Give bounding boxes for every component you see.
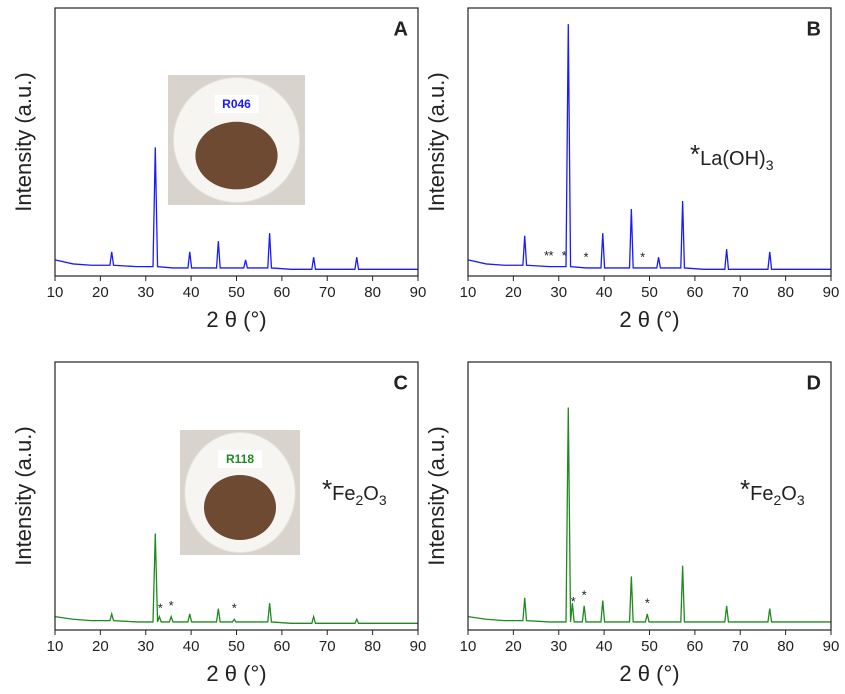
powder — [204, 475, 276, 540]
x-axis-title: 2 θ (°) — [206, 307, 266, 332]
formula-part: O — [363, 483, 379, 505]
formula-part: 3 — [379, 492, 387, 508]
x-tick-label: 70 — [319, 638, 336, 655]
x-tick-label: 30 — [137, 284, 154, 301]
x-tick-label: 20 — [505, 284, 522, 301]
xrd-line — [54, 147, 418, 270]
x-tick-label: 20 — [92, 638, 109, 655]
formula-part: O — [781, 483, 797, 505]
x-tick-label: 60 — [274, 638, 291, 655]
x-tick-label: 10 — [460, 638, 477, 655]
x-tick-label: 90 — [823, 284, 840, 301]
x-tick-label: 30 — [550, 638, 567, 655]
x-tick-label: 40 — [183, 284, 200, 301]
phase-formula: *Fe2O3 — [740, 474, 805, 508]
formula-part: 3 — [797, 492, 805, 508]
x-tick-label: 60 — [274, 284, 291, 301]
peak-star: * — [169, 598, 174, 613]
x-tick-label: 70 — [732, 638, 749, 655]
panel: R046 10 20 30 40 50 60 70 80 90 2 θ (°) Intensity (… — [11, 7, 427, 332]
peak-star: * — [549, 248, 554, 263]
y-axis-title: Intensity (a.u.) — [424, 426, 449, 565]
inset-label-bg — [214, 95, 259, 113]
y-axis-title: Intensity (a.u.) — [11, 72, 36, 211]
x-tick-label: 80 — [364, 638, 381, 655]
x-tick-label: 40 — [183, 638, 200, 655]
x-tick-label: 90 — [410, 284, 427, 301]
phase-formula: *Fe2O3 — [322, 474, 387, 508]
inset-label-bg — [218, 450, 262, 468]
x-tick-label: 50 — [641, 284, 658, 301]
x-axis-title: 2 θ (°) — [619, 307, 679, 332]
inset-label: R118 — [226, 452, 254, 466]
x-tick-label: 10 — [47, 638, 64, 655]
inset-label: R046 — [222, 97, 251, 111]
xrd-line — [54, 533, 418, 624]
x-axis-title: 2 θ (°) — [206, 661, 266, 686]
x-tick-label: 50 — [228, 638, 245, 655]
x-tick-label: 40 — [596, 638, 613, 655]
formula-part: * — [740, 474, 750, 504]
panel: 10 20 30 40 50 60 70 80 90 2 θ (°) Intensity (a.u.… — [424, 361, 840, 686]
y-axis-title: Intensity (a.u.) — [424, 72, 449, 211]
panel-label: A — [394, 18, 408, 40]
peak-star: * — [645, 595, 650, 610]
panel: 10 20 30 40 50 60 70 80 90 2 θ (°) Intensity (a.u.… — [424, 7, 840, 332]
x-tick-label: 80 — [364, 284, 381, 301]
panel-label: B — [807, 18, 821, 40]
x-tick-label: 60 — [687, 638, 704, 655]
inset-photo: R118 — [180, 430, 300, 555]
formula-part: * — [690, 139, 700, 169]
panel-label: C — [394, 372, 408, 394]
xrd-line — [467, 407, 831, 623]
x-tick-label: 90 — [823, 638, 840, 655]
x-tick-label: 20 — [505, 638, 522, 655]
peak-star: * — [544, 248, 549, 263]
x-tick-label: 80 — [777, 638, 794, 655]
powder — [195, 121, 278, 190]
x-tick-label: 30 — [550, 284, 567, 301]
peak-star: * — [571, 594, 576, 609]
formula-part: Fe — [750, 483, 773, 505]
formula-part: La(OH) — [700, 148, 766, 170]
peak-star: * — [583, 249, 588, 264]
peak-star: * — [582, 587, 587, 602]
formula-part: 3 — [766, 157, 774, 173]
x-tick-label: 20 — [92, 284, 109, 301]
x-tick-label: 30 — [137, 638, 154, 655]
x-tick-label: 50 — [641, 638, 658, 655]
formula-part: 2 — [355, 492, 363, 508]
phase-formula: *La(OH)3 — [690, 139, 774, 173]
x-tick-label: 80 — [777, 284, 794, 301]
panel: R118 10 20 30 40 50 60 70 80 90 2 θ (°) Intensity (… — [11, 361, 427, 686]
x-tick-label: 70 — [319, 284, 336, 301]
x-tick-label: 50 — [228, 284, 245, 301]
y-axis-title: Intensity (a.u.) — [11, 426, 36, 565]
peak-star: * — [640, 249, 645, 264]
x-tick-label: 40 — [596, 284, 613, 301]
plot-frame — [467, 7, 832, 277]
inset-photo: R046 — [168, 75, 305, 205]
panel-label: D — [807, 372, 821, 394]
peak-star: * — [158, 601, 163, 616]
x-tick-label: 90 — [410, 638, 427, 655]
x-tick-label: 60 — [687, 284, 704, 301]
formula-part: * — [322, 474, 332, 504]
peak-star: * — [562, 248, 567, 263]
xrd-line — [467, 24, 831, 270]
x-axis-title: 2 θ (°) — [619, 661, 679, 686]
formula-part: 2 — [773, 492, 781, 508]
x-tick-label: 10 — [460, 284, 477, 301]
x-tick-label: 10 — [47, 284, 64, 301]
x-tick-label: 70 — [732, 284, 749, 301]
peak-star: * — [232, 601, 237, 616]
formula-part: Fe — [332, 483, 355, 505]
